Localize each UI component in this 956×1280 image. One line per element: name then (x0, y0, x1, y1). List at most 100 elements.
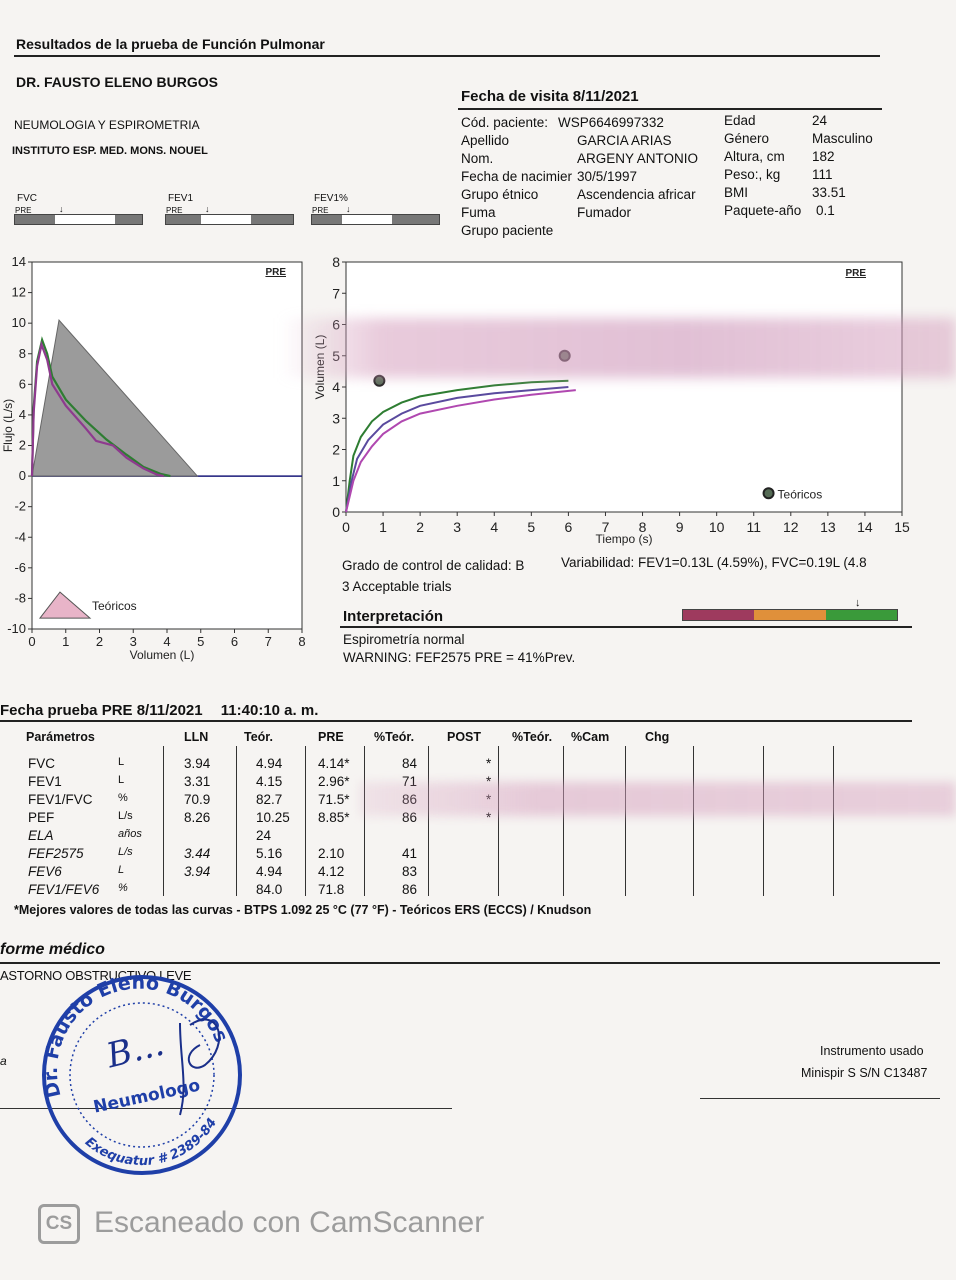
scale-marker-icon: ↓ (855, 597, 861, 609)
demographic-value: 33.51 (812, 185, 846, 200)
demographic-value: 182 (812, 149, 835, 164)
table-cell: ELA (28, 828, 54, 843)
patient-label: Nom. (461, 151, 494, 166)
fv-xtick-label: 6 (231, 634, 238, 649)
patient-value: Ascendencia africar (577, 187, 696, 202)
fv-xtick-label: 4 (163, 634, 170, 649)
fv-ytick-label: -10 (7, 621, 26, 636)
fv-ytick-label: 10 (12, 315, 26, 330)
camscanner-logo-text: CS (45, 1213, 73, 1234)
table-cell: 5.16 (256, 846, 283, 861)
table-cell: 82.7 (256, 792, 283, 807)
vt-ytick-label: 7 (332, 285, 340, 301)
scale-segment-red (683, 610, 755, 620)
table-cell: FEV1/FEV6 (28, 882, 100, 897)
fv-series-line (30, 340, 164, 478)
table-cell: 84.0 (256, 882, 283, 897)
table-cell: 2.10 (318, 846, 345, 861)
table-column-rule (364, 746, 365, 896)
mini-bar: PRE ↓ (165, 204, 294, 225)
vt-ytick-label: 0 (332, 504, 340, 520)
interpretation-line2: WARNING: FEF2575 PRE = 41%Prev. (343, 650, 576, 665)
fv-xtick-label: 3 (130, 634, 137, 649)
table-cell: 86 (402, 792, 418, 807)
fv-ytick-label: 14 (12, 254, 26, 269)
doctor-name: DR. FAUSTO ELENO BURGOS (16, 74, 218, 90)
demographic-label: Peso:, kg (724, 167, 781, 182)
table-cell: 4.94 (256, 756, 283, 771)
mini-bar: PRE ↓ (311, 204, 440, 225)
demographic-label: Altura, cm (724, 149, 785, 164)
camscanner-watermark: Escaneado con CamScanner (94, 1206, 485, 1239)
table-column-rule (625, 746, 626, 896)
interpretation-scale: ↓ (682, 597, 898, 621)
doctor-stamp: Dr. Fausto Eleno Burgos Exequatur # 2389… (30, 965, 250, 1185)
demographic-value: Masculino (812, 131, 873, 146)
fv-xlabel: Volumen (L) (130, 648, 195, 662)
fv-ytick-label: 2 (19, 438, 26, 453)
mini-bar-label: FEV1% (314, 193, 348, 204)
table-cell: 83 (402, 864, 418, 879)
vt-xtick-label: 8 (639, 519, 647, 535)
table-cell: * (486, 774, 492, 789)
fv-xtick-label: 8 (298, 634, 305, 649)
vt-xtick-label: 9 (676, 519, 684, 535)
table-cell: 84 (402, 756, 418, 771)
quality-grade: Grado de control de calidad: B (342, 558, 525, 573)
mini-bar-marker-icon: ↓ (205, 204, 210, 214)
vt-xtick-label: 3 (453, 519, 461, 535)
test-time: 11:40:10 a. m. (220, 702, 319, 719)
mini-bar-pre: PRE (312, 206, 329, 215)
vt-xtick-label: 5 (527, 519, 535, 535)
fv-ytick-label: -4 (14, 529, 26, 544)
vt-xtick-label: 13 (820, 519, 836, 535)
vt-xtick-label: 1 (379, 519, 387, 535)
mini-bar-marker-icon: ↓ (59, 204, 64, 214)
scale-segment-orange (754, 610, 826, 620)
table-column-rule (563, 746, 564, 896)
mini-bar-marker-icon: ↓ (346, 204, 351, 214)
specialty: NEUMOLOGIA Y ESPIROMETRIA (14, 118, 200, 132)
table-cell: 8.26 (184, 810, 211, 825)
vt-legend-label: Teóricos (778, 487, 823, 501)
table-cell: 3.94 (184, 864, 211, 879)
table-header-cell: %Cam (571, 730, 610, 744)
vt-xtick-label: 4 (490, 519, 498, 535)
table-cell: 71 (402, 774, 418, 789)
mini-bar-fill (55, 215, 115, 224)
stamp-role: Neumologo (92, 1076, 202, 1118)
vt-series-line (345, 386, 569, 513)
mini-bar-pre: PRE (15, 206, 32, 215)
table-cell: 71.5* (318, 792, 350, 807)
table-header-cell: POST (447, 730, 482, 744)
table-cell: FEV1/FVC (28, 792, 93, 807)
table-cell: 10.25 (256, 810, 290, 825)
table-cell: 8.85* (318, 810, 350, 825)
table-column-rule (428, 746, 429, 896)
table-column-rule (163, 746, 164, 896)
flow-volume-chart: 14 12 10 8 6 4 2 0 -2 -4 -6 -8 -10 0 1 2 3 4 5 6 7 8 Volumen (… (0, 248, 320, 668)
fv-ytick-label: 0 (19, 468, 26, 483)
stamp-number: Exequatur # 2389-84 (82, 1116, 220, 1169)
vt-xtick-label: 0 (342, 519, 350, 535)
institute: INSTITUTO ESP. MED. MONS. NOUEL (12, 145, 208, 157)
vt-series-line (345, 379, 569, 513)
fv-legend-icon (38, 591, 92, 619)
fv-ytick-label: -2 (14, 499, 26, 514)
fv-ylabel: Flujo (L/s) (1, 399, 15, 452)
medical-rule (0, 962, 940, 964)
table-header-cell: Parámetros (26, 730, 95, 744)
vt-xtick-label: 6 (565, 519, 573, 535)
demographic-label: Edad (724, 113, 756, 128)
test-date: Fecha prueba PRE 8/11/2021 (0, 702, 203, 719)
mini-bar: PRE ↓ (14, 204, 143, 225)
interpretation-line1: Espirometría normal (343, 632, 465, 647)
vt-theoretical-point (558, 349, 571, 362)
demographic-label: Paquete-año (724, 203, 802, 218)
vt-xtick-label: 12 (783, 519, 799, 535)
visit-date: Fecha de visita 8/11/2021 (461, 88, 639, 105)
table-column-rule (763, 746, 764, 896)
table-header-cell: PRE (318, 730, 344, 744)
pink-stain-bottom (360, 782, 956, 816)
